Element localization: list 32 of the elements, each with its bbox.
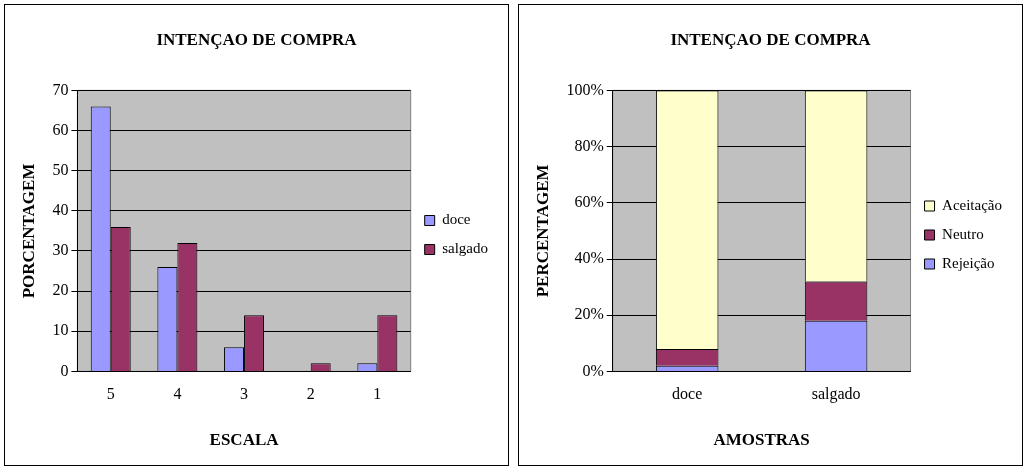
legend-label: Neutro — [942, 225, 984, 242]
y-tick-label: 20% — [574, 305, 604, 323]
y-tick-label: 40% — [574, 249, 604, 267]
y-tick-label: 60 — [52, 120, 69, 138]
y-tick-label: 100% — [566, 80, 604, 98]
y-tick-label: 30 — [52, 241, 69, 259]
y-tick-label: 70 — [52, 80, 69, 98]
y-tick-label: 20 — [52, 281, 69, 299]
x-tick-label: 4 — [173, 385, 182, 403]
y-tick-label: 0% — [582, 361, 604, 379]
legend-label: Aceitação — [942, 196, 1003, 213]
x-tick-label: 3 — [240, 385, 249, 403]
legend-label: salgado — [442, 240, 489, 257]
x-tick-label: doce — [672, 385, 703, 403]
y-axis-title: PERCENTAGEM — [532, 164, 552, 298]
x-tick-label: 5 — [106, 385, 115, 403]
y-tick-label: 50 — [52, 160, 69, 178]
x-axis-title: ESCALA — [209, 430, 280, 450]
x-tick-label: 1 — [373, 385, 382, 403]
y-tick-label: 60% — [574, 193, 604, 210]
legend-label: doce — [442, 211, 471, 228]
x-axis-title: AMOSTRAS — [713, 430, 810, 450]
chart-title: INTENÇAO DE COMPRA — [670, 29, 872, 49]
y-tick-label: 80% — [574, 136, 604, 154]
legend-label: Rejeição — [942, 254, 995, 271]
x-tick-label: 2 — [306, 385, 315, 403]
chart-title: INTENÇAO DE COMPRA — [156, 29, 358, 49]
y-tick-label: 10 — [52, 321, 69, 339]
y-axis-title: PORCENTAGEM — [18, 163, 38, 299]
y-tick-label: 40 — [52, 201, 69, 219]
y-tick-label: 0 — [60, 361, 69, 379]
x-tick-label: salgado — [811, 385, 861, 404]
